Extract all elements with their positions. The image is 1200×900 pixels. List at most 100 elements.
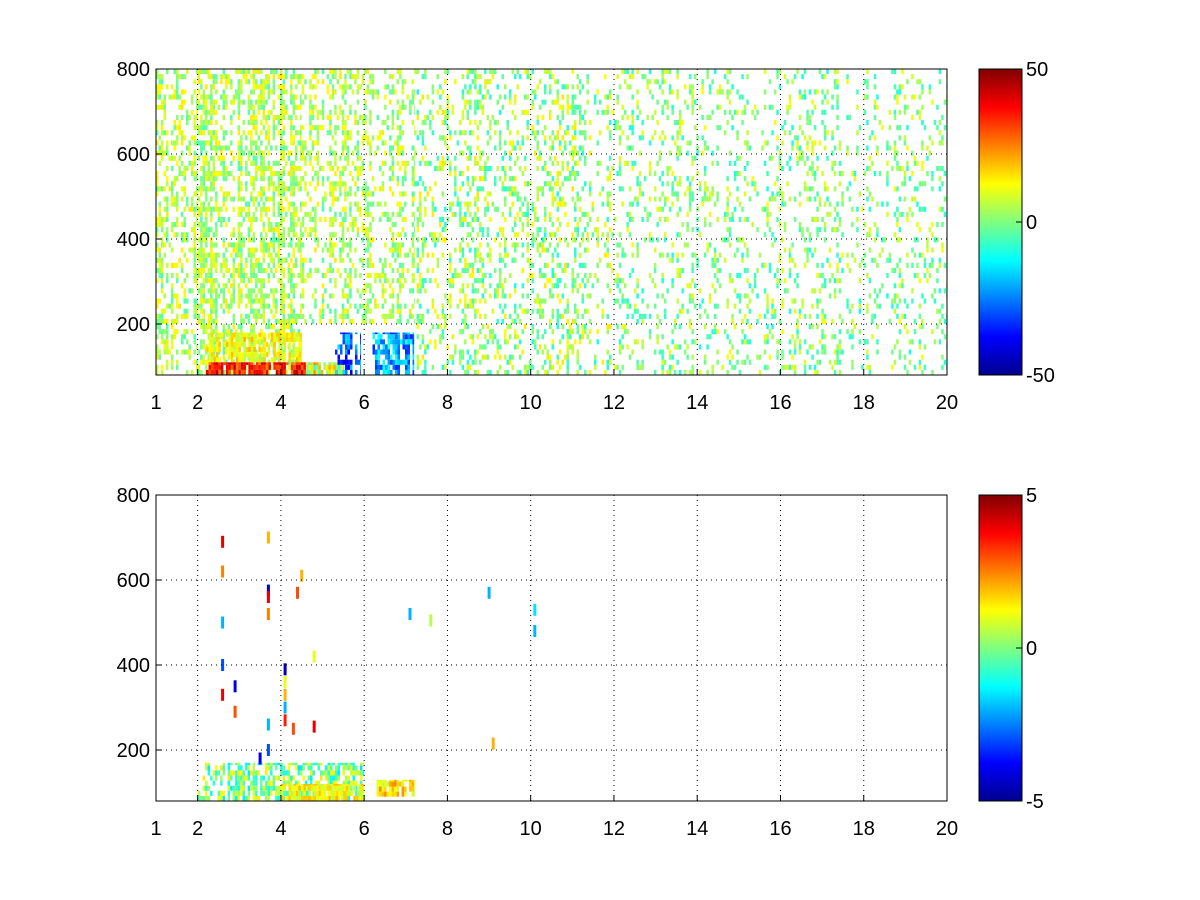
heatmap-cell [631,74,634,80]
heatmap-cell [633,339,637,345]
heatmap-cell [536,369,539,375]
heatmap-cell [676,257,679,263]
heatmap-cell [202,181,206,187]
heatmap-cell [349,206,352,212]
heatmap-cell [207,288,211,294]
heatmap-cell [250,308,253,314]
heatmap-cell [621,344,624,350]
heatmap-cell [606,283,609,289]
heatmap-cell [461,222,465,228]
heatmap-cell [768,155,772,161]
heatmap-cell [454,247,457,253]
heatmap-cell [217,155,221,161]
heatmap-cell [826,155,829,161]
heatmap-cell [163,216,166,222]
heatmap-cell [606,109,609,115]
heatmap-cell [668,84,672,90]
heatmap-cell [272,206,276,212]
heatmap-cell [361,237,365,243]
heatmap-cell [341,257,345,263]
heatmap-cell [282,109,286,115]
heatmap-cell [701,150,704,156]
heatmap-cell [486,354,490,360]
heatmap-cell [771,191,774,197]
heatmap-cell [484,273,487,279]
heatmap-cell [300,140,302,146]
heatmap-cell [207,267,211,273]
heatmap-cell [210,313,213,319]
heatmap-cell [638,191,642,197]
heatmap-cell [609,176,612,182]
heatmap-cell [275,267,278,273]
heatmap-cell [474,288,477,294]
heatmap-cell [586,211,589,217]
heatmap-cell [668,206,672,212]
heatmap-cell [808,186,812,192]
heatmap-cell [250,74,253,80]
heatmap-cell [651,114,654,120]
heatmap-cell [329,69,332,75]
heatmap-cell [304,94,307,100]
heatmap-cell [314,303,317,309]
heatmap-cell [341,84,345,90]
heatmap-cell [516,334,519,340]
heatmap-cell [424,369,427,375]
heatmap-cell [621,298,624,304]
heatmap-cell [414,257,416,263]
heatmap-cell [494,69,497,75]
heatmap-cell [252,69,256,75]
heatmap-cell [489,283,492,289]
heatmap-cell [424,69,427,75]
heatmap-cell [446,99,450,105]
heatmap-cell [596,140,599,146]
heatmap-cell [743,165,747,171]
heatmap-cell [379,201,382,207]
heatmap-cell [823,222,827,228]
heatmap-cell [301,201,305,207]
heatmap-cell [316,125,320,131]
heatmap-cell [237,94,241,100]
heatmap-cell [344,293,347,299]
heatmap-cell [743,359,747,365]
heatmap-cell [245,313,248,319]
heatmap-cell [589,329,592,335]
heatmap-cell [836,125,839,131]
heatmap-cell [504,237,507,243]
heatmap-cell [416,89,420,95]
heatmap-cell [586,222,589,228]
heatmap-cell [344,155,347,161]
heatmap-cell [301,222,305,228]
heatmap-cell [601,186,604,192]
heatmap-cell [207,313,211,319]
heatmap-cell [255,334,258,340]
heatmap-cell [796,140,799,146]
heatmap-cell [723,237,727,243]
heatmap-cell [158,211,161,217]
heatmap-cell [250,89,253,95]
heatmap-cell [344,211,347,217]
heatmap-cell [171,227,174,233]
heatmap-cell [222,114,226,120]
heatmap-cell [369,283,372,289]
heatmap-cell [181,74,184,80]
heatmap-cell [698,303,702,309]
heatmap-cell [374,186,377,192]
heatmap-cell [606,176,609,182]
heatmap-cell [300,227,302,233]
heatmap-cell [326,176,330,182]
heatmap-cell [541,364,544,370]
heatmap-cell [252,186,256,192]
heatmap-cell [257,69,261,75]
heatmap-cell [361,74,365,80]
heatmap-cell [653,196,657,202]
heatmap-cell [314,94,317,100]
heatmap-cell [529,273,532,279]
heatmap-cell [252,329,256,335]
heatmap-cell [282,293,286,299]
heatmap-cell [257,191,261,197]
heatmap-cell [741,120,744,126]
heatmap-cell [196,313,198,319]
heatmap-cell [364,232,367,238]
heatmap-cell [285,257,288,263]
heatmap-cell [611,109,614,115]
